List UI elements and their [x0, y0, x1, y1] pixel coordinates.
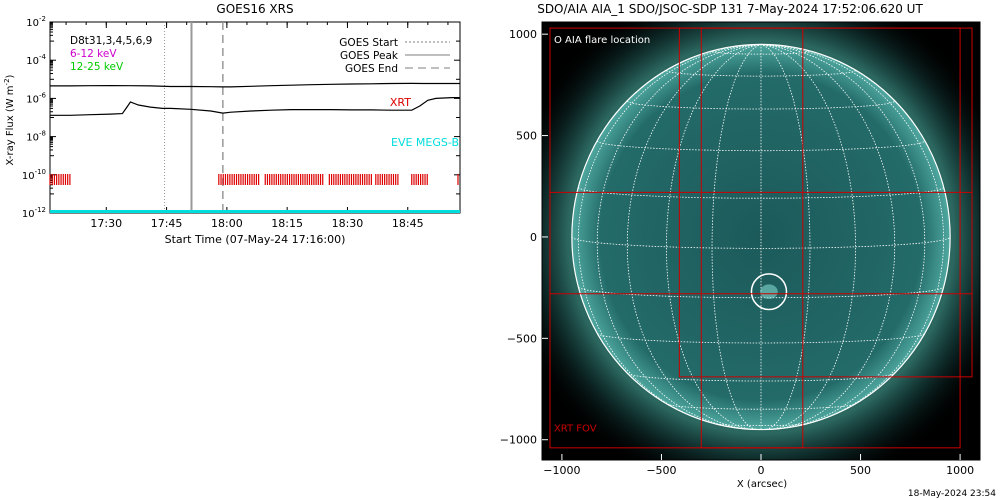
goes-marker-legend-item: GOES Start [339, 37, 398, 49]
longitude-line [760, 44, 945, 424]
aia-chart-title: SDO/AIA AIA_1 SDO/JSOC-SDP 131 7-May-202… [537, 2, 923, 16]
xrt-fov-label: XRT FOV [554, 424, 597, 435]
aia-x-tick-label: 1000 [946, 464, 974, 477]
goes-channel-legend-item: 6-12 keV [70, 48, 117, 60]
aia-flare-location-circle [750, 273, 788, 311]
longitude-line [665, 44, 762, 430]
longitude-line [760, 44, 926, 429]
goes-xrs-lightcurve-chart: GOES16 XRS Start Time (07-May-24 17:16:0… [3, 2, 461, 246]
aia-x-tick-label: 0 [758, 464, 765, 477]
xrt-fov-rectangle [700, 27, 804, 449]
latitude-line [578, 286, 944, 299]
aia-y-tick-label: 500 [516, 130, 537, 143]
goes-y-tick-label: 10-10 [22, 168, 46, 182]
aia-x-tick-label: −1000 [543, 464, 580, 477]
goes-marker-legend-item: GOES Peak [340, 50, 399, 62]
goes-chart-title: GOES16 XRS [216, 2, 293, 16]
aia-legend-item: O AIA flare location [554, 35, 650, 46]
goes-channel-legend-item: D8t31,3,4,5,6,9 [70, 35, 152, 47]
goes-y-tick-label: 10-8 [26, 130, 46, 144]
longitude-line [760, 44, 811, 430]
goes-x-tick-label: 18:45 [392, 217, 424, 230]
aia-y-tick-label: 1000 [509, 28, 537, 41]
aia-x-tick-label: 500 [850, 464, 871, 477]
longitude-line [760, 44, 896, 430]
aia-y-tick-label: −500 [507, 332, 537, 345]
xrt-fov-rectangle [678, 27, 973, 378]
goes-y-tick-label: 10-12 [22, 206, 46, 220]
longitude-line [626, 44, 762, 430]
goes-x-tick-label: 18:15 [271, 217, 303, 230]
xrt-label: XRT [390, 96, 411, 109]
goes-x-tick-label: 18:30 [332, 217, 364, 230]
longitude-line [577, 44, 762, 424]
longitude-line [760, 44, 857, 430]
aia-x-axis-label: X (arcsec) [737, 479, 787, 490]
longitude-line [711, 44, 762, 430]
aia-x-tick-label: −500 [646, 464, 676, 477]
goes-marker-legend-item: GOES End [345, 63, 398, 75]
goes-x-tick-label: 18:00 [211, 217, 243, 230]
goes-long-channel-line [50, 82, 460, 88]
solar-limb [571, 43, 951, 431]
latitude-line [713, 423, 809, 426]
flare-brightening [760, 284, 778, 299]
goes-x-tick-label: 17:45 [151, 217, 183, 230]
goes-y-axis-label: X-ray Flux (W m-2) [3, 74, 16, 165]
longitude-line [596, 44, 762, 429]
heliographic-grid [571, 44, 951, 430]
aia-timestamp: 18-May-2024 23:54 [908, 489, 996, 499]
aia-solar-image-chart: SDO/AIA AIA_1 SDO/JSOC-SDP 131 7-May-202… [500, 2, 996, 499]
latitude-line [666, 403, 856, 410]
goes-y-tick-label: 10-6 [26, 91, 46, 105]
goes-y-tick-label: 10-2 [26, 15, 46, 29]
latitude-line [597, 333, 925, 344]
goes-x-axis-label: Start Time (07-May-24 17:16:00) [165, 233, 346, 246]
eve-megs-b-label: EVE MEGS-B [391, 136, 459, 149]
aia-y-tick-label: 0 [530, 231, 537, 244]
goes-y-tick-label: 10-4 [26, 53, 46, 67]
aia-y-tick-label: −1000 [500, 434, 537, 447]
goes-short-channel-line [50, 96, 460, 116]
goes-x-tick-label: 17:30 [90, 217, 122, 230]
goes-channel-legend-item: 12-25 keV [70, 61, 124, 73]
